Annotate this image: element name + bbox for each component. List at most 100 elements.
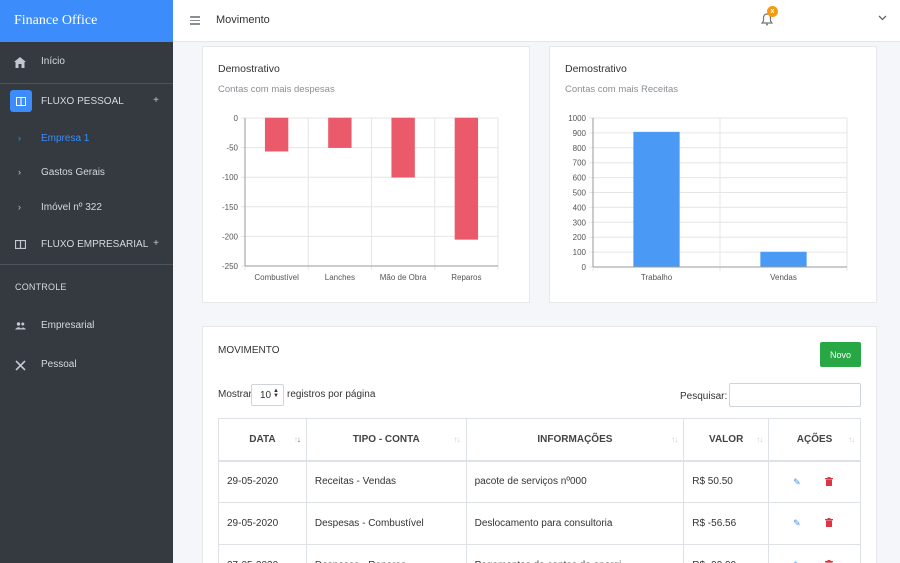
cell-valor: R$ -99.99 bbox=[683, 544, 770, 563]
book-icon bbox=[14, 238, 26, 250]
despesas-bar-chart: 0 -50 -100 -150 -200 -250 Combustível Lanches Mã… bbox=[222, 114, 499, 282]
y-tick-label: 300 bbox=[573, 218, 587, 227]
cell-acoes: ✎ bbox=[768, 502, 861, 545]
book-icon bbox=[10, 90, 32, 112]
chevron-right-icon: › bbox=[18, 202, 21, 212]
x-tick-label: Vendas bbox=[770, 273, 797, 282]
cell-data: 27-05-2020 bbox=[218, 544, 307, 563]
y-tick-label: 800 bbox=[573, 144, 587, 153]
per-page-suffix: registros por página bbox=[287, 389, 376, 400]
cell-tipo: Despesas - Reparos bbox=[305, 544, 467, 563]
home-icon bbox=[14, 56, 26, 68]
sidebar-item-inicio[interactable]: Início bbox=[0, 52, 173, 72]
cell-acoes: ✎ bbox=[768, 460, 861, 503]
new-record-button[interactable]: Novo bbox=[820, 342, 861, 367]
cell-info: Deslocamento para consultoria bbox=[465, 502, 685, 545]
receitas-bar-chart: 10009008007006005004003002001000Trabalho… bbox=[568, 114, 848, 282]
y-tick-label: 600 bbox=[573, 174, 587, 183]
expand-plus-icon: + bbox=[153, 238, 159, 249]
user-menu-chevron-icon[interactable] bbox=[878, 13, 887, 23]
section-title-controle: CONTROLE bbox=[15, 282, 67, 292]
x-tick-label: Mão de Obra bbox=[380, 273, 427, 282]
column-header-label: TIPO - CONTA bbox=[352, 433, 420, 445]
column-header-tipo[interactable]: TIPO - CONTA ↑↓ bbox=[305, 418, 467, 462]
chart-card-despesas: Demostrativo Contas com mais despesas 0 -… bbox=[202, 46, 530, 303]
chart-bar bbox=[264, 117, 289, 152]
edit-icon[interactable]: ✎ bbox=[793, 560, 803, 563]
y-tick-label: 900 bbox=[573, 129, 587, 138]
x-tick-label: Reparos bbox=[451, 273, 481, 282]
chart-card-receitas: Demostrativo Contas com mais Receitas 10… bbox=[549, 46, 877, 303]
sidebar-item-fluxo-empresarial[interactable]: FLUXO EMPRESARIAL + bbox=[0, 235, 173, 253]
show-label: Mostrar bbox=[218, 389, 252, 400]
menu-toggle-icon[interactable] bbox=[190, 16, 200, 25]
notification-badge: x bbox=[767, 6, 778, 17]
y-tick-label: 0 bbox=[582, 263, 587, 272]
x-tick-label: Lanches bbox=[325, 273, 355, 282]
y-tick-label: 0 bbox=[234, 114, 239, 123]
chart-bar bbox=[391, 117, 415, 178]
sidebar-item-label: FLUXO EMPRESARIAL bbox=[41, 239, 149, 250]
expand-plus-icon: + bbox=[153, 95, 159, 106]
chart-title: Demostrativo bbox=[565, 63, 627, 75]
sidebar-item-empresa-1[interactable]: › Empresa 1 bbox=[0, 131, 173, 147]
column-header-acoes[interactable]: AÇÕES ↑↓ bbox=[768, 418, 861, 462]
movimento-table: DATA ↑↓ TIPO - CONTA ↑↓ INFORMAÇÕES ↑↓ VALO… bbox=[218, 418, 861, 563]
sidebar-item-label: Pessoal bbox=[41, 359, 77, 370]
trash-icon[interactable] bbox=[825, 518, 835, 529]
table-row: 27-05-2020 Despesas - Reparos Pagamentos… bbox=[218, 544, 861, 563]
trash-icon[interactable] bbox=[825, 476, 835, 488]
edit-icon[interactable]: ✎ bbox=[793, 518, 801, 528]
sidebar-item-imovel[interactable]: › Imóvel nº 322 bbox=[0, 200, 173, 216]
users-icon bbox=[14, 320, 26, 332]
chevron-right-icon: › bbox=[18, 167, 21, 177]
brand-logo[interactable]: Finance Office bbox=[0, 0, 173, 42]
chart-bar bbox=[633, 131, 680, 268]
search-input[interactable] bbox=[729, 383, 861, 407]
sidebar-item-gastos-gerais[interactable]: › Gastos Gerais bbox=[0, 165, 173, 181]
cell-info: Pagamentos de contas de energi bbox=[465, 544, 685, 563]
column-header-valor[interactable]: VALOR ↑↓ bbox=[683, 418, 770, 462]
x-tick-label: Trabalho bbox=[641, 273, 673, 282]
tools-icon bbox=[14, 359, 26, 371]
column-header-data[interactable]: DATA ↑↓ bbox=[218, 418, 307, 462]
table-row: 29-05-2020 Receitas - Vendas pacote de s… bbox=[218, 460, 861, 503]
sidebar-item-empresarial[interactable]: Empresarial bbox=[0, 318, 173, 334]
sidebar: Finance Office Início FLUXO PESSOAL + › … bbox=[0, 0, 173, 563]
chart-subtitle: Contas com mais Receitas bbox=[565, 84, 678, 95]
cell-data: 29-05-2020 bbox=[218, 460, 307, 503]
cell-acoes: ✎ bbox=[768, 544, 861, 563]
cell-info: pacote de serviços nº000 bbox=[465, 460, 685, 503]
y-tick-label: -150 bbox=[222, 203, 239, 212]
sidebar-divider bbox=[0, 83, 173, 84]
sort-icon: ↑↓ bbox=[848, 435, 855, 444]
column-header-label: VALOR bbox=[709, 433, 744, 445]
sidebar-item-label: Empresa 1 bbox=[41, 133, 90, 144]
column-header-info[interactable]: INFORMAÇÕES ↑↓ bbox=[465, 418, 685, 462]
sidebar-item-fluxo-pessoal[interactable]: FLUXO PESSOAL + bbox=[0, 90, 173, 112]
y-tick-label: 400 bbox=[573, 203, 587, 212]
movimento-title: MOVIMENTO bbox=[218, 345, 280, 356]
cell-data: 29-05-2020 bbox=[218, 502, 307, 545]
table-header-row: DATA ↑↓ TIPO - CONTA ↑↓ INFORMAÇÕES ↑↓ VALO… bbox=[218, 418, 861, 462]
cell-valor: R$ -56.56 bbox=[683, 502, 770, 545]
x-tick-label: Combustível bbox=[254, 273, 299, 282]
y-tick-label: -250 bbox=[222, 262, 239, 271]
column-header-label: DATA bbox=[249, 433, 276, 445]
chart-title: Demostrativo bbox=[218, 63, 280, 75]
chevron-right-icon: › bbox=[18, 133, 21, 143]
sort-icon: ↑↓ bbox=[671, 435, 678, 444]
y-tick-label: 200 bbox=[573, 233, 587, 242]
sidebar-divider bbox=[0, 264, 173, 265]
column-header-label: INFORMAÇÕES bbox=[537, 433, 613, 445]
chart-subtitle: Contas com mais despesas bbox=[218, 84, 335, 95]
sidebar-item-label: Início bbox=[41, 56, 65, 67]
edit-icon[interactable]: ✎ bbox=[793, 476, 801, 487]
per-page-select[interactable]: 10 ▲ ▼ bbox=[251, 384, 284, 406]
y-tick-label: 500 bbox=[573, 189, 587, 198]
chart-bar bbox=[454, 117, 479, 240]
y-tick-label: 100 bbox=[573, 248, 587, 257]
spinner-arrows-icon: ▲ ▼ bbox=[273, 388, 279, 399]
y-tick-label: -200 bbox=[222, 232, 239, 241]
sidebar-item-pessoal[interactable]: Pessoal bbox=[0, 357, 173, 373]
